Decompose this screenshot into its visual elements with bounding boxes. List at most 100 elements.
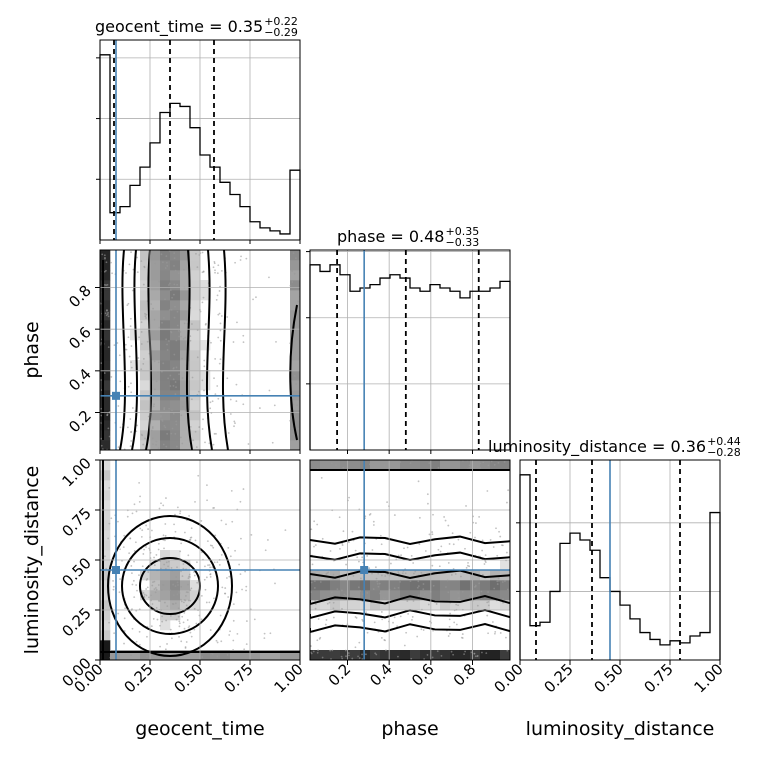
scatter-point: [191, 323, 193, 325]
scatter-point: [194, 500, 196, 503]
density-cell: [430, 570, 441, 581]
2d-panel-geocent_time-luminosity_distance: [99, 459, 301, 661]
scatter-point: [160, 253, 163, 256]
scatter-point: [177, 330, 180, 332]
density-cell: [190, 400, 201, 411]
scatter-point: [461, 633, 464, 635]
scatter-point: [182, 563, 185, 565]
density-cell: [370, 580, 381, 591]
scatter-point: [241, 588, 243, 591]
scatter-point: [375, 577, 378, 580]
density-cell: [180, 410, 191, 421]
scatter-point: [495, 527, 497, 530]
scatter-point: [341, 544, 344, 546]
density-cell: [190, 380, 201, 391]
scatter-point: [153, 556, 155, 559]
scatter-point: [180, 570, 182, 573]
density-cell: [410, 600, 421, 611]
density-cell: [500, 560, 510, 571]
density-cell: [460, 570, 471, 581]
scatter-point: [217, 336, 220, 339]
scatter-point: [503, 460, 506, 463]
x-axis-label-geocent_time: geocent_time: [135, 718, 264, 740]
density-cell: [170, 600, 181, 611]
scatter-point: [175, 420, 178, 423]
scatter-point: [423, 592, 426, 595]
scatter-point: [383, 464, 386, 467]
scatter-point: [378, 582, 381, 585]
density-cell: [180, 570, 191, 581]
scatter-point: [201, 379, 204, 382]
density-cell: [140, 270, 151, 281]
scatter-point: [142, 591, 145, 594]
scatter-point: [219, 329, 222, 332]
density-cell: [180, 280, 191, 291]
scatter-point: [214, 358, 217, 360]
density-cell: [100, 360, 111, 371]
density-cell: [360, 650, 371, 660]
density-cell: [180, 580, 191, 591]
scatter-point: [174, 513, 176, 516]
scatter-point: [311, 563, 314, 566]
scatter-point: [104, 256, 106, 259]
y-tick-label-phase: 0.2: [65, 407, 95, 437]
scatter-point: [476, 655, 479, 658]
scatter-point: [411, 616, 414, 618]
density-cell: [170, 440, 181, 450]
density-cell: [100, 340, 111, 351]
scatter-point: [341, 657, 344, 660]
scatter-point: [175, 386, 177, 389]
scatter-point: [417, 594, 420, 597]
density-cell: [100, 410, 111, 421]
scatter-point: [175, 339, 178, 342]
scatter-point: [135, 510, 138, 513]
x-tick-label-phase: 0.6: [408, 660, 438, 690]
scatter-point: [232, 603, 235, 606]
density-cell: [180, 440, 191, 450]
scatter-point: [174, 432, 177, 435]
scatter-point: [393, 514, 396, 516]
scatter-point: [138, 501, 141, 503]
scatter-point: [169, 374, 172, 377]
scatter-point: [107, 537, 110, 540]
scatter-point: [213, 507, 215, 509]
scatter-point: [268, 276, 270, 279]
scatter-point: [182, 621, 185, 624]
scatter-point: [155, 443, 158, 446]
density-cell: [100, 310, 111, 321]
scatter-point: [152, 405, 155, 408]
scatter-point: [106, 309, 108, 312]
scatter-point: [142, 362, 145, 365]
scatter-point: [157, 542, 160, 545]
density-cell: [180, 560, 191, 571]
scatter-point: [182, 268, 185, 271]
density-cell: [150, 330, 161, 341]
density-cell: [290, 440, 300, 450]
scatter-point: [316, 651, 319, 654]
scatter-point: [105, 567, 108, 570]
density-cell: [150, 380, 161, 391]
density-cell: [100, 630, 111, 641]
scatter-point: [325, 573, 328, 575]
scatter-point: [454, 573, 457, 575]
density-cell: [440, 580, 451, 591]
scatter-point: [176, 324, 179, 327]
scatter-point: [175, 445, 178, 448]
scatter-point: [239, 259, 242, 261]
density-cell: [160, 250, 171, 261]
scatter-point: [468, 565, 471, 568]
scatter-point: [176, 506, 179, 509]
density-cell: [170, 320, 181, 331]
scatter-point: [192, 439, 195, 442]
scatter-point: [242, 488, 245, 490]
scatter-point: [133, 503, 136, 506]
scatter-point: [336, 588, 339, 591]
contour-line: [310, 569, 510, 579]
scatter-point: [416, 635, 419, 638]
scatter-point: [127, 336, 130, 339]
scatter-point: [220, 269, 223, 272]
scatter-point: [409, 580, 412, 583]
scatter-point: [351, 657, 354, 660]
scatter-point: [195, 252, 197, 255]
scatter-point: [318, 637, 321, 640]
